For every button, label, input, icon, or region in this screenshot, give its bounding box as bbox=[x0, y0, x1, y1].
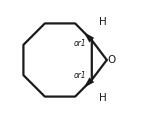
Polygon shape bbox=[84, 32, 94, 43]
Text: H: H bbox=[99, 93, 107, 103]
Text: or1: or1 bbox=[73, 39, 86, 48]
Polygon shape bbox=[84, 77, 94, 88]
Text: H: H bbox=[99, 17, 107, 27]
Text: or1: or1 bbox=[73, 71, 86, 80]
Text: O: O bbox=[107, 55, 115, 65]
